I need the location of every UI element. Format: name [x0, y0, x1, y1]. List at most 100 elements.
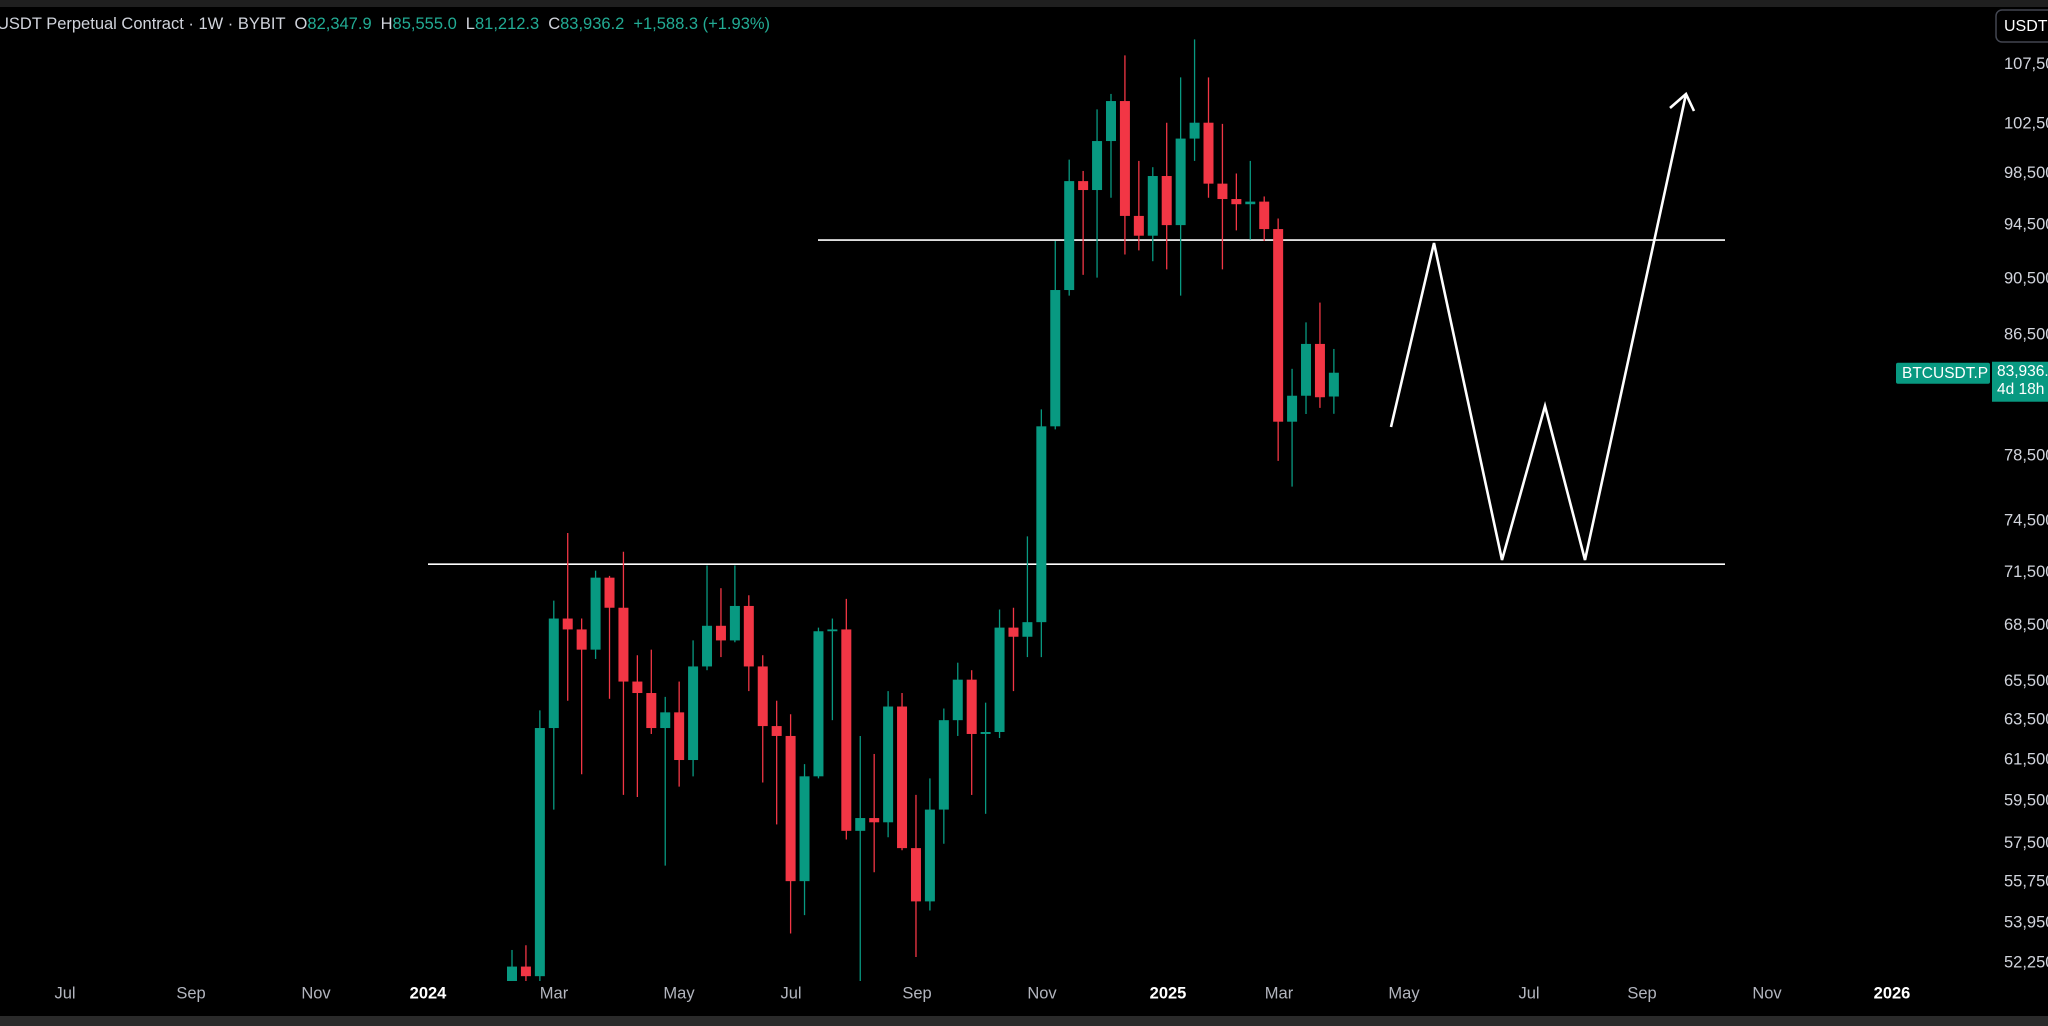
y-tick-label: 90,500	[2004, 269, 2048, 287]
candle-body	[757, 666, 768, 727]
x-tick-label: Mar	[540, 984, 569, 1002]
x-tick-label: Jul	[780, 984, 801, 1002]
candle-body	[562, 618, 573, 630]
x-tick-label: Mar	[1265, 984, 1294, 1002]
readout-value: 85,555.0	[392, 15, 457, 33]
candle-body	[1064, 181, 1075, 291]
candle-body	[548, 618, 559, 729]
x-tick-label: 2024	[410, 984, 448, 1002]
readout-value: 83,936.2	[560, 15, 625, 33]
bar-countdown: 4d 18h	[1997, 381, 2044, 398]
y-tick-label: 63,500	[2004, 711, 2048, 729]
candle-body	[1217, 183, 1228, 200]
candle-body	[1273, 229, 1284, 422]
candle-body	[646, 693, 657, 729]
symbol-header: USDT Perpetual Contract · 1W · BYBIT O82,…	[0, 15, 770, 34]
candle-body	[910, 848, 921, 902]
x-tick-label: Sep	[1627, 984, 1656, 1002]
currency-button[interactable]	[1995, 9, 2048, 43]
y-tick-label: 65,500	[2004, 672, 2048, 690]
candle-body	[576, 629, 587, 650]
projection-arrowhead	[1669, 91, 1696, 112]
x-tick-label: Nov	[301, 984, 331, 1002]
candle-body	[520, 966, 531, 977]
candle-body	[715, 625, 726, 641]
bottom-bar	[0, 1016, 2048, 1026]
currency-label[interactable]: USDT	[2004, 18, 2048, 35]
candle-body	[604, 577, 615, 608]
y-tick-label: 53,950	[2004, 913, 2048, 931]
y-tick-label: 74,500	[2004, 512, 2048, 530]
y-tick-label: 59,500	[2004, 792, 2048, 810]
x-tick-label: Sep	[902, 984, 931, 1002]
last-price: 83,936.2	[1997, 363, 2048, 380]
candle-body	[660, 712, 671, 729]
candle-body	[841, 629, 852, 831]
candle-body	[827, 629, 838, 632]
candle-body	[883, 706, 894, 823]
candle-body	[1259, 201, 1270, 230]
x-tick-label: Jul	[1518, 984, 1539, 1002]
candle-body	[1328, 372, 1339, 397]
last-price-tag	[1992, 361, 2048, 402]
plot-area	[428, 39, 1725, 981]
y-tick-label: 107,500	[2004, 55, 2048, 73]
x-tick-label: May	[663, 984, 695, 1002]
candle-body	[674, 712, 685, 761]
symbol-tag	[1896, 362, 1990, 384]
y-tick-label: 68,500	[2004, 616, 2048, 634]
x-tick-label: Jul	[54, 984, 75, 1002]
x-tick-label: Nov	[1027, 984, 1057, 1002]
projection-drawing	[1389, 91, 1696, 561]
y-tick-label: 57,500	[2004, 834, 2048, 852]
candle-body	[1022, 622, 1033, 637]
candle-body	[702, 625, 713, 667]
candle-body	[785, 735, 796, 882]
candle-body	[1050, 290, 1061, 427]
price-label: BTCUSDT.P 83,936.2 4d 18h	[1896, 361, 2048, 402]
candle-body	[938, 720, 949, 810]
x-tick-label: May	[1388, 984, 1420, 1002]
readout-key: L	[465, 15, 475, 33]
candle-body	[1175, 138, 1186, 226]
candle-body	[507, 966, 517, 981]
x-tick-label: 2025	[1150, 984, 1187, 1002]
readout-value: 81,212.3	[474, 15, 540, 33]
candle-body	[1008, 627, 1019, 637]
candle-body	[924, 809, 935, 902]
readout-key: H	[380, 15, 393, 33]
y-tick-label: 71,500	[2004, 563, 2048, 581]
y-tick-label: 78,500	[2004, 446, 2048, 464]
candle-body	[590, 577, 601, 650]
y-tick-label: 61,500	[2004, 750, 2048, 768]
y-tick-label: 94,500	[2004, 215, 2048, 233]
candle-body	[1203, 122, 1214, 184]
candle-body	[618, 607, 629, 682]
top-bar	[0, 0, 2048, 7]
y-tick-label: 55,750	[2004, 873, 2048, 891]
candle-body	[1189, 122, 1200, 139]
candle-body	[1245, 201, 1256, 205]
candle-body	[688, 666, 699, 761]
candle-body	[952, 679, 963, 721]
y-tick-label: 86,500	[2004, 326, 2048, 344]
candle-body	[1119, 101, 1130, 216]
candle-body	[1092, 141, 1103, 191]
candle-body	[966, 679, 977, 734]
y-tick-label: 102,500	[2004, 114, 2048, 132]
y-tick-label: 98,500	[2004, 164, 2048, 182]
candle-body	[1287, 395, 1298, 422]
y-tick-label: 52,250	[2004, 953, 2048, 971]
readout-change: +1,588.3 (+1.93%)	[633, 15, 771, 33]
candle-body	[1161, 176, 1172, 226]
symbol-title: USDT Perpetual Contract · 1W · BYBIT	[0, 15, 286, 33]
candle-body	[799, 776, 810, 882]
projection-path	[1389, 93, 1688, 561]
candle-body	[1314, 343, 1325, 398]
readout-key: C	[548, 15, 561, 33]
candle-body	[1301, 343, 1312, 396]
candle-body	[869, 818, 880, 823]
candle-body	[1133, 215, 1144, 236]
